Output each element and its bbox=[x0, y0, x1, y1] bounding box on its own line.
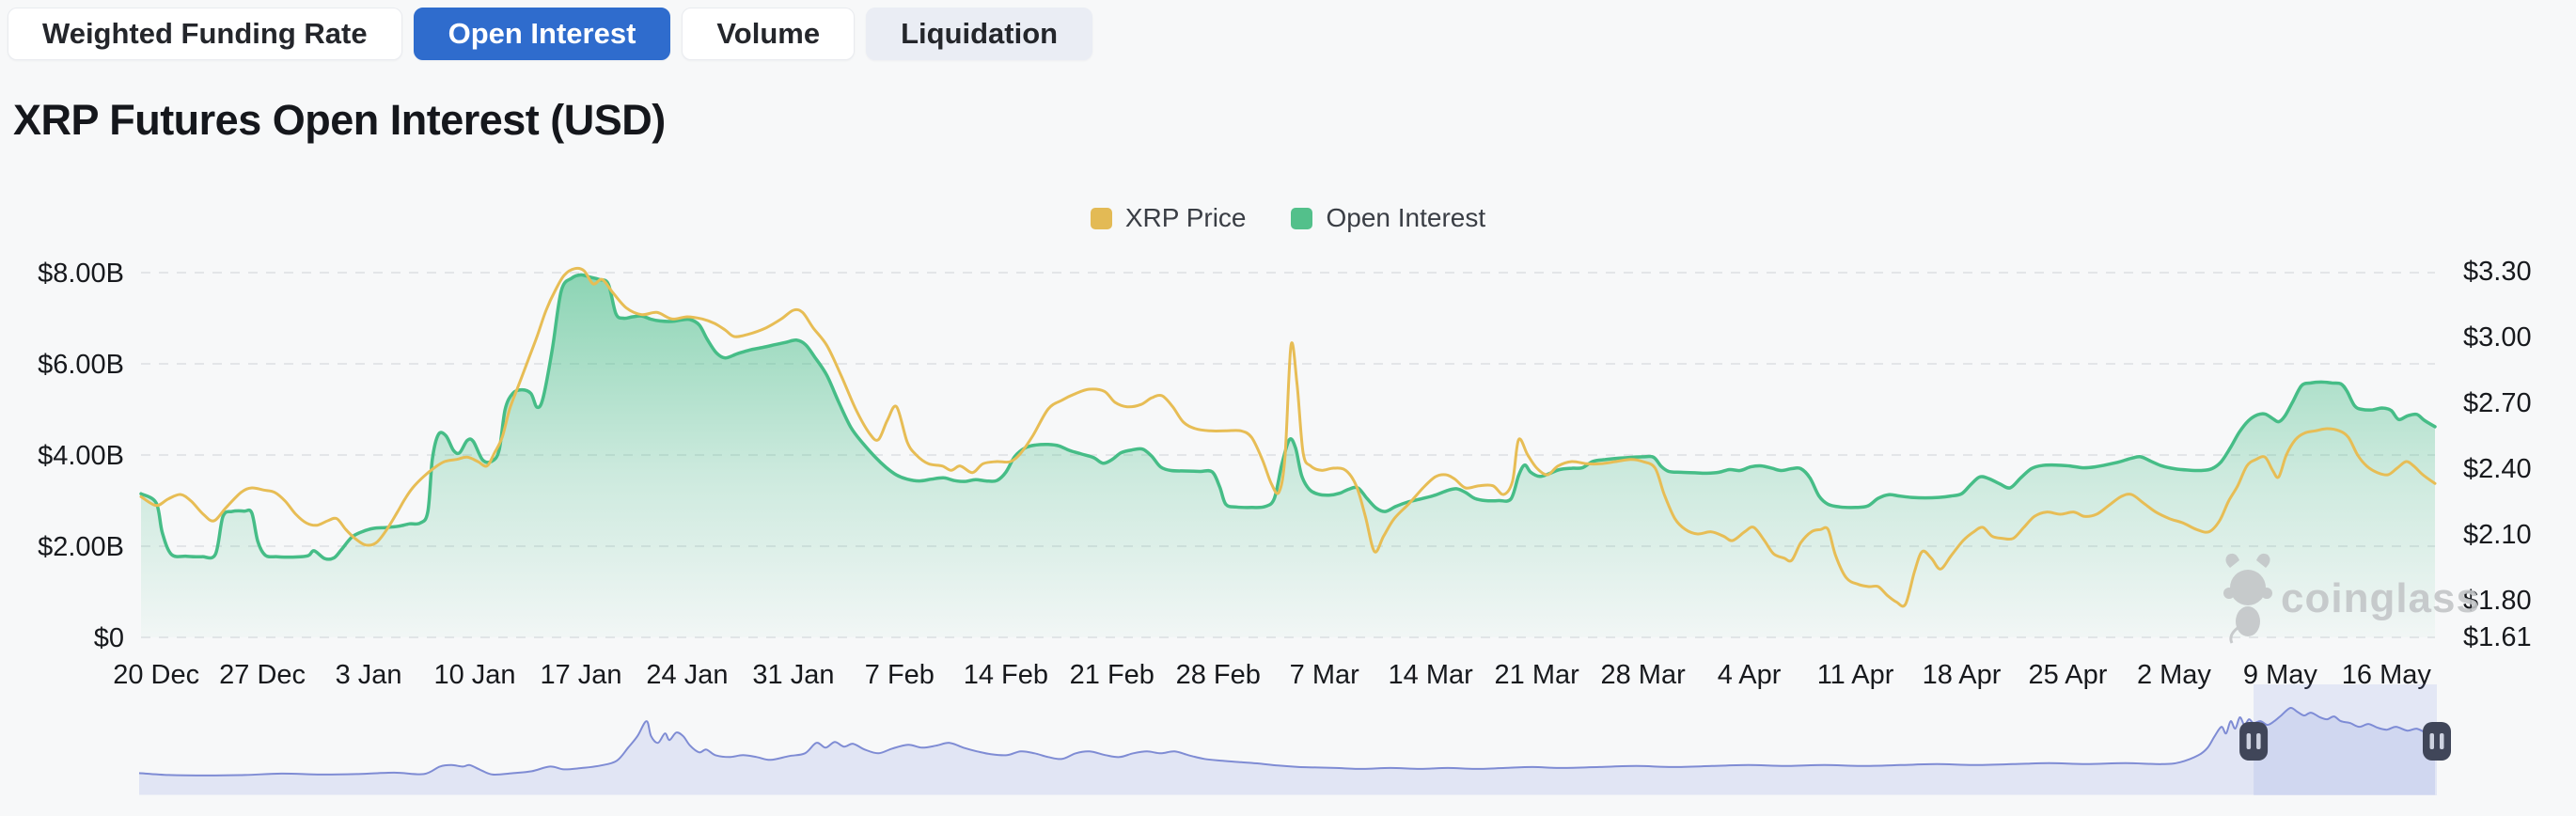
open-interest-line bbox=[139, 273, 2437, 561]
right-axis-tick: $1.61 bbox=[2463, 622, 2532, 652]
legend-label: XRP Price bbox=[1124, 203, 1247, 232]
right-axis-tick: $3.30 bbox=[2463, 257, 2532, 287]
pause-bars-icon bbox=[2440, 733, 2444, 749]
chart-legend: XRP Price Open Interest bbox=[0, 203, 2576, 233]
navigator-selection[interactable] bbox=[2254, 684, 2437, 795]
open-interest-swatch-icon bbox=[1291, 207, 1313, 229]
navigator-line bbox=[138, 706, 2436, 777]
x-axis-tick: 9 May bbox=[2243, 660, 2317, 690]
right-axis-tick: $2.40 bbox=[2463, 454, 2532, 484]
x-axis-tick: 7 Feb bbox=[865, 660, 935, 690]
tab-volume[interactable]: Volume bbox=[682, 8, 856, 60]
x-axis-tick: 17 Jan bbox=[540, 660, 621, 690]
x-axis-tick: 21 Feb bbox=[1070, 660, 1154, 690]
x-axis-tick: 14 Mar bbox=[1389, 660, 1474, 690]
pause-bars-icon bbox=[2429, 733, 2434, 749]
x-axis-tick: 4 Apr bbox=[1718, 660, 1782, 690]
page-title: XRP Futures Open Interest (USD) bbox=[13, 96, 666, 144]
tab-weighted-funding-rate[interactable]: Weighted Funding Rate bbox=[8, 8, 402, 60]
x-axis-tick: 31 Jan bbox=[752, 660, 834, 690]
navigator-right-handle[interactable] bbox=[2423, 722, 2451, 761]
x-axis-tick: 25 Apr bbox=[2029, 660, 2108, 690]
navigator-area bbox=[139, 707, 2435, 795]
x-axis-tick: 21 Mar bbox=[1495, 660, 1580, 690]
open-interest-area bbox=[141, 275, 2435, 637]
left-axis-tick: $6.00B bbox=[38, 350, 124, 380]
navigator-left-handle[interactable] bbox=[2239, 722, 2269, 761]
x-axis-tick: 28 Feb bbox=[1176, 660, 1261, 690]
x-axis-tick: 14 Feb bbox=[964, 660, 1048, 690]
right-axis-tick: $3.00 bbox=[2463, 322, 2532, 353]
x-axis-tick: 20 Dec bbox=[113, 660, 199, 690]
xrp-price-line bbox=[139, 266, 2437, 608]
x-axis-tick: 24 Jan bbox=[646, 660, 728, 690]
x-axis-tick: 7 Mar bbox=[1290, 660, 1359, 690]
range-navigator[interactable] bbox=[138, 684, 2451, 795]
right-axis-tick: $2.10 bbox=[2463, 520, 2532, 550]
left-axis-tick: $2.00B bbox=[38, 532, 124, 562]
watermark-text: coinglass bbox=[2281, 575, 2480, 621]
right-axis-tick: $1.80 bbox=[2463, 586, 2532, 616]
right-axis-tick: $2.70 bbox=[2463, 388, 2532, 418]
x-axis-tick: 16 May bbox=[2342, 660, 2432, 690]
pause-bars-icon bbox=[2246, 733, 2252, 749]
pause-bars-icon bbox=[2256, 733, 2261, 749]
tab-liquidation[interactable]: Liquidation bbox=[866, 8, 1093, 60]
x-axis-tick: 18 Apr bbox=[1923, 660, 2002, 690]
left-axis-tick: $8.00B bbox=[38, 259, 124, 289]
tab-bar: Weighted Funding Rate Open Interest Volume… bbox=[8, 8, 1093, 60]
x-axis-tick: 27 Dec bbox=[219, 660, 306, 690]
tab-open-interest[interactable]: Open Interest bbox=[413, 8, 671, 60]
legend-item-xrp-price[interactable]: XRP Price bbox=[1090, 203, 1247, 233]
coinglass-watermark: coinglass bbox=[2223, 553, 2480, 644]
x-axis-tick: 11 Apr bbox=[1817, 660, 1894, 690]
x-axis-tick: 3 Jan bbox=[336, 660, 402, 690]
x-axis-tick: 10 Jan bbox=[433, 660, 515, 690]
left-axis-tick: $0 bbox=[94, 623, 124, 653]
left-axis-tick: $4.00B bbox=[38, 441, 124, 471]
x-axis-tick: 28 Mar bbox=[1600, 660, 1686, 690]
xrp-price-swatch-icon bbox=[1090, 207, 1112, 229]
x-axis-tick: 2 May bbox=[2137, 660, 2211, 690]
legend-label: Open Interest bbox=[1326, 203, 1486, 232]
legend-item-open-interest[interactable]: Open Interest bbox=[1291, 203, 1485, 233]
